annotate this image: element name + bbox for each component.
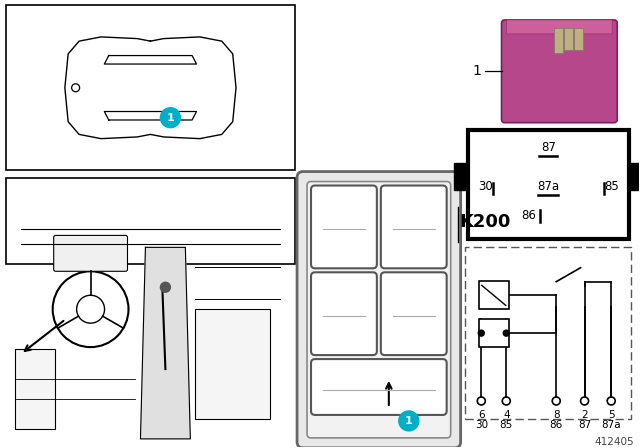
Circle shape (161, 282, 170, 292)
Text: 412405: 412405 (595, 437, 634, 447)
Bar (479, 319, 509, 347)
Text: 85: 85 (500, 420, 513, 430)
FancyBboxPatch shape (311, 359, 447, 415)
Text: 5: 5 (608, 410, 614, 420)
FancyBboxPatch shape (311, 185, 377, 268)
FancyBboxPatch shape (381, 272, 447, 355)
Bar (465, 247, 631, 419)
Circle shape (478, 330, 484, 336)
Text: 87: 87 (541, 141, 556, 154)
Text: 4: 4 (503, 410, 509, 420)
Bar (629, 163, 640, 190)
FancyBboxPatch shape (502, 20, 617, 123)
Bar (479, 281, 509, 310)
FancyBboxPatch shape (54, 235, 127, 271)
Text: 1: 1 (405, 416, 413, 426)
FancyBboxPatch shape (297, 172, 461, 448)
Text: 1: 1 (473, 64, 481, 78)
Text: 87a: 87a (602, 420, 621, 430)
FancyBboxPatch shape (381, 185, 447, 268)
Circle shape (399, 411, 419, 431)
Circle shape (503, 330, 509, 336)
FancyBboxPatch shape (311, 272, 377, 355)
FancyBboxPatch shape (307, 181, 451, 438)
Bar (15, 349, 54, 429)
Text: 87a: 87a (538, 180, 559, 193)
Text: 1: 1 (166, 113, 174, 123)
Text: 2: 2 (581, 410, 588, 420)
FancyBboxPatch shape (506, 20, 612, 34)
Text: 8: 8 (553, 410, 559, 420)
Text: K200: K200 (460, 213, 511, 232)
Text: 86: 86 (550, 420, 563, 430)
Polygon shape (140, 247, 190, 439)
Text: 6: 6 (478, 410, 484, 420)
Bar (574, 28, 583, 50)
Bar (454, 163, 468, 190)
Text: 30: 30 (475, 420, 488, 430)
Bar (195, 309, 270, 419)
Bar (468, 129, 629, 239)
Bar (6, 177, 295, 264)
Text: 85: 85 (604, 180, 619, 193)
Bar (6, 5, 295, 169)
Bar (564, 28, 573, 50)
Bar (554, 28, 563, 53)
Circle shape (161, 108, 180, 128)
Text: 30: 30 (478, 180, 493, 193)
Text: 86: 86 (522, 209, 536, 222)
Text: 87: 87 (578, 420, 591, 430)
